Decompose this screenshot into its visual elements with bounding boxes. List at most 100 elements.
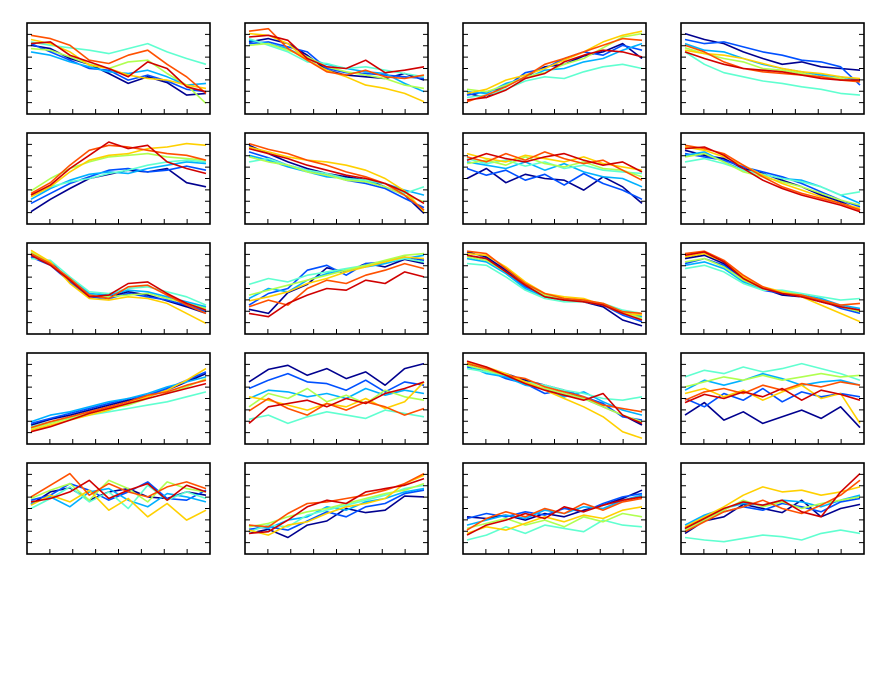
series-line	[30, 165, 207, 205]
series-line	[30, 472, 207, 498]
series-line	[248, 381, 425, 425]
axis-ticks	[681, 473, 864, 554]
series-line	[30, 252, 207, 315]
series-line	[248, 362, 425, 387]
series-line	[248, 41, 425, 80]
series-line	[248, 397, 425, 416]
subplot-3-4	[680, 242, 865, 335]
axes-frame	[462, 352, 647, 445]
series-line	[248, 474, 425, 536]
axis-ticks	[681, 143, 864, 224]
series-line	[30, 484, 207, 510]
series-line	[248, 256, 425, 302]
axis-ticks	[245, 473, 428, 554]
series-line	[466, 49, 643, 101]
series-line	[684, 362, 861, 381]
series-line	[466, 156, 643, 178]
subplot-1-4	[680, 22, 865, 115]
axis-ticks	[27, 363, 210, 444]
series-line	[684, 387, 861, 408]
series-line	[684, 146, 861, 213]
series-line	[684, 384, 861, 424]
series-line	[466, 63, 643, 99]
subplot-1-2	[244, 22, 429, 115]
series-line	[30, 257, 207, 306]
series-line	[684, 51, 861, 96]
series-line	[466, 254, 643, 321]
series-line	[466, 360, 643, 425]
series-line	[30, 159, 207, 196]
series-line	[466, 506, 643, 535]
axes-frame	[462, 462, 647, 555]
series-line	[466, 161, 643, 188]
series-line	[248, 262, 425, 308]
axis-ticks	[245, 253, 428, 334]
series-line	[248, 27, 425, 80]
series-line	[684, 251, 861, 311]
series-line	[684, 261, 861, 310]
subplot-1-1	[26, 22, 211, 115]
series-line	[30, 371, 207, 425]
series-line	[466, 364, 643, 423]
series-line	[248, 372, 425, 393]
subplot-5-1	[26, 462, 211, 555]
subplot-2-3	[462, 132, 647, 225]
series-line	[30, 42, 207, 93]
series-line	[248, 34, 425, 74]
axes-frame	[680, 352, 865, 445]
subplot-1-3	[462, 22, 647, 115]
series-line	[248, 489, 425, 531]
series-line	[466, 250, 643, 315]
series-line	[30, 142, 207, 198]
series-line	[248, 271, 425, 318]
axis-ticks	[245, 363, 428, 444]
series-line	[684, 49, 861, 80]
series-line	[30, 489, 207, 521]
series-line	[466, 262, 643, 315]
series-line	[684, 372, 861, 388]
subplot-4-1	[26, 352, 211, 445]
axis-ticks	[27, 33, 210, 114]
series-line	[684, 387, 861, 404]
axis-ticks	[27, 253, 210, 334]
axis-ticks	[681, 363, 864, 444]
subplot-2-1	[26, 132, 211, 225]
series-line	[684, 499, 861, 535]
series-line	[684, 479, 861, 533]
axis-ticks	[463, 253, 646, 334]
axes-frame	[26, 22, 211, 115]
series-line	[248, 252, 425, 296]
subplot-2-4	[680, 132, 865, 225]
axis-ticks	[681, 33, 864, 114]
axis-ticks	[463, 473, 646, 554]
series-line	[30, 144, 207, 195]
series-line	[684, 473, 861, 530]
series-line	[684, 401, 861, 429]
series-line	[684, 529, 861, 543]
axis-ticks	[245, 33, 428, 114]
series-line	[466, 152, 643, 173]
series-line	[30, 41, 207, 93]
series-line	[684, 381, 861, 401]
subplot-4-3	[462, 352, 647, 445]
series-line	[30, 34, 207, 95]
series-line	[30, 254, 207, 311]
series-line	[30, 141, 207, 196]
series-line	[466, 496, 643, 536]
series-line	[684, 44, 861, 83]
series-line	[684, 372, 861, 391]
series-line	[684, 264, 861, 301]
series-line	[466, 367, 643, 402]
axis-ticks	[681, 253, 864, 334]
series-line	[30, 481, 207, 502]
series-line	[248, 156, 425, 203]
axis-ticks	[27, 143, 210, 224]
series-line	[30, 379, 207, 429]
axis-ticks	[463, 143, 646, 224]
series-line	[30, 249, 207, 325]
series-line	[684, 51, 860, 81]
subplot-3-2	[244, 242, 429, 335]
series-line	[30, 479, 207, 503]
series-line	[466, 167, 643, 201]
